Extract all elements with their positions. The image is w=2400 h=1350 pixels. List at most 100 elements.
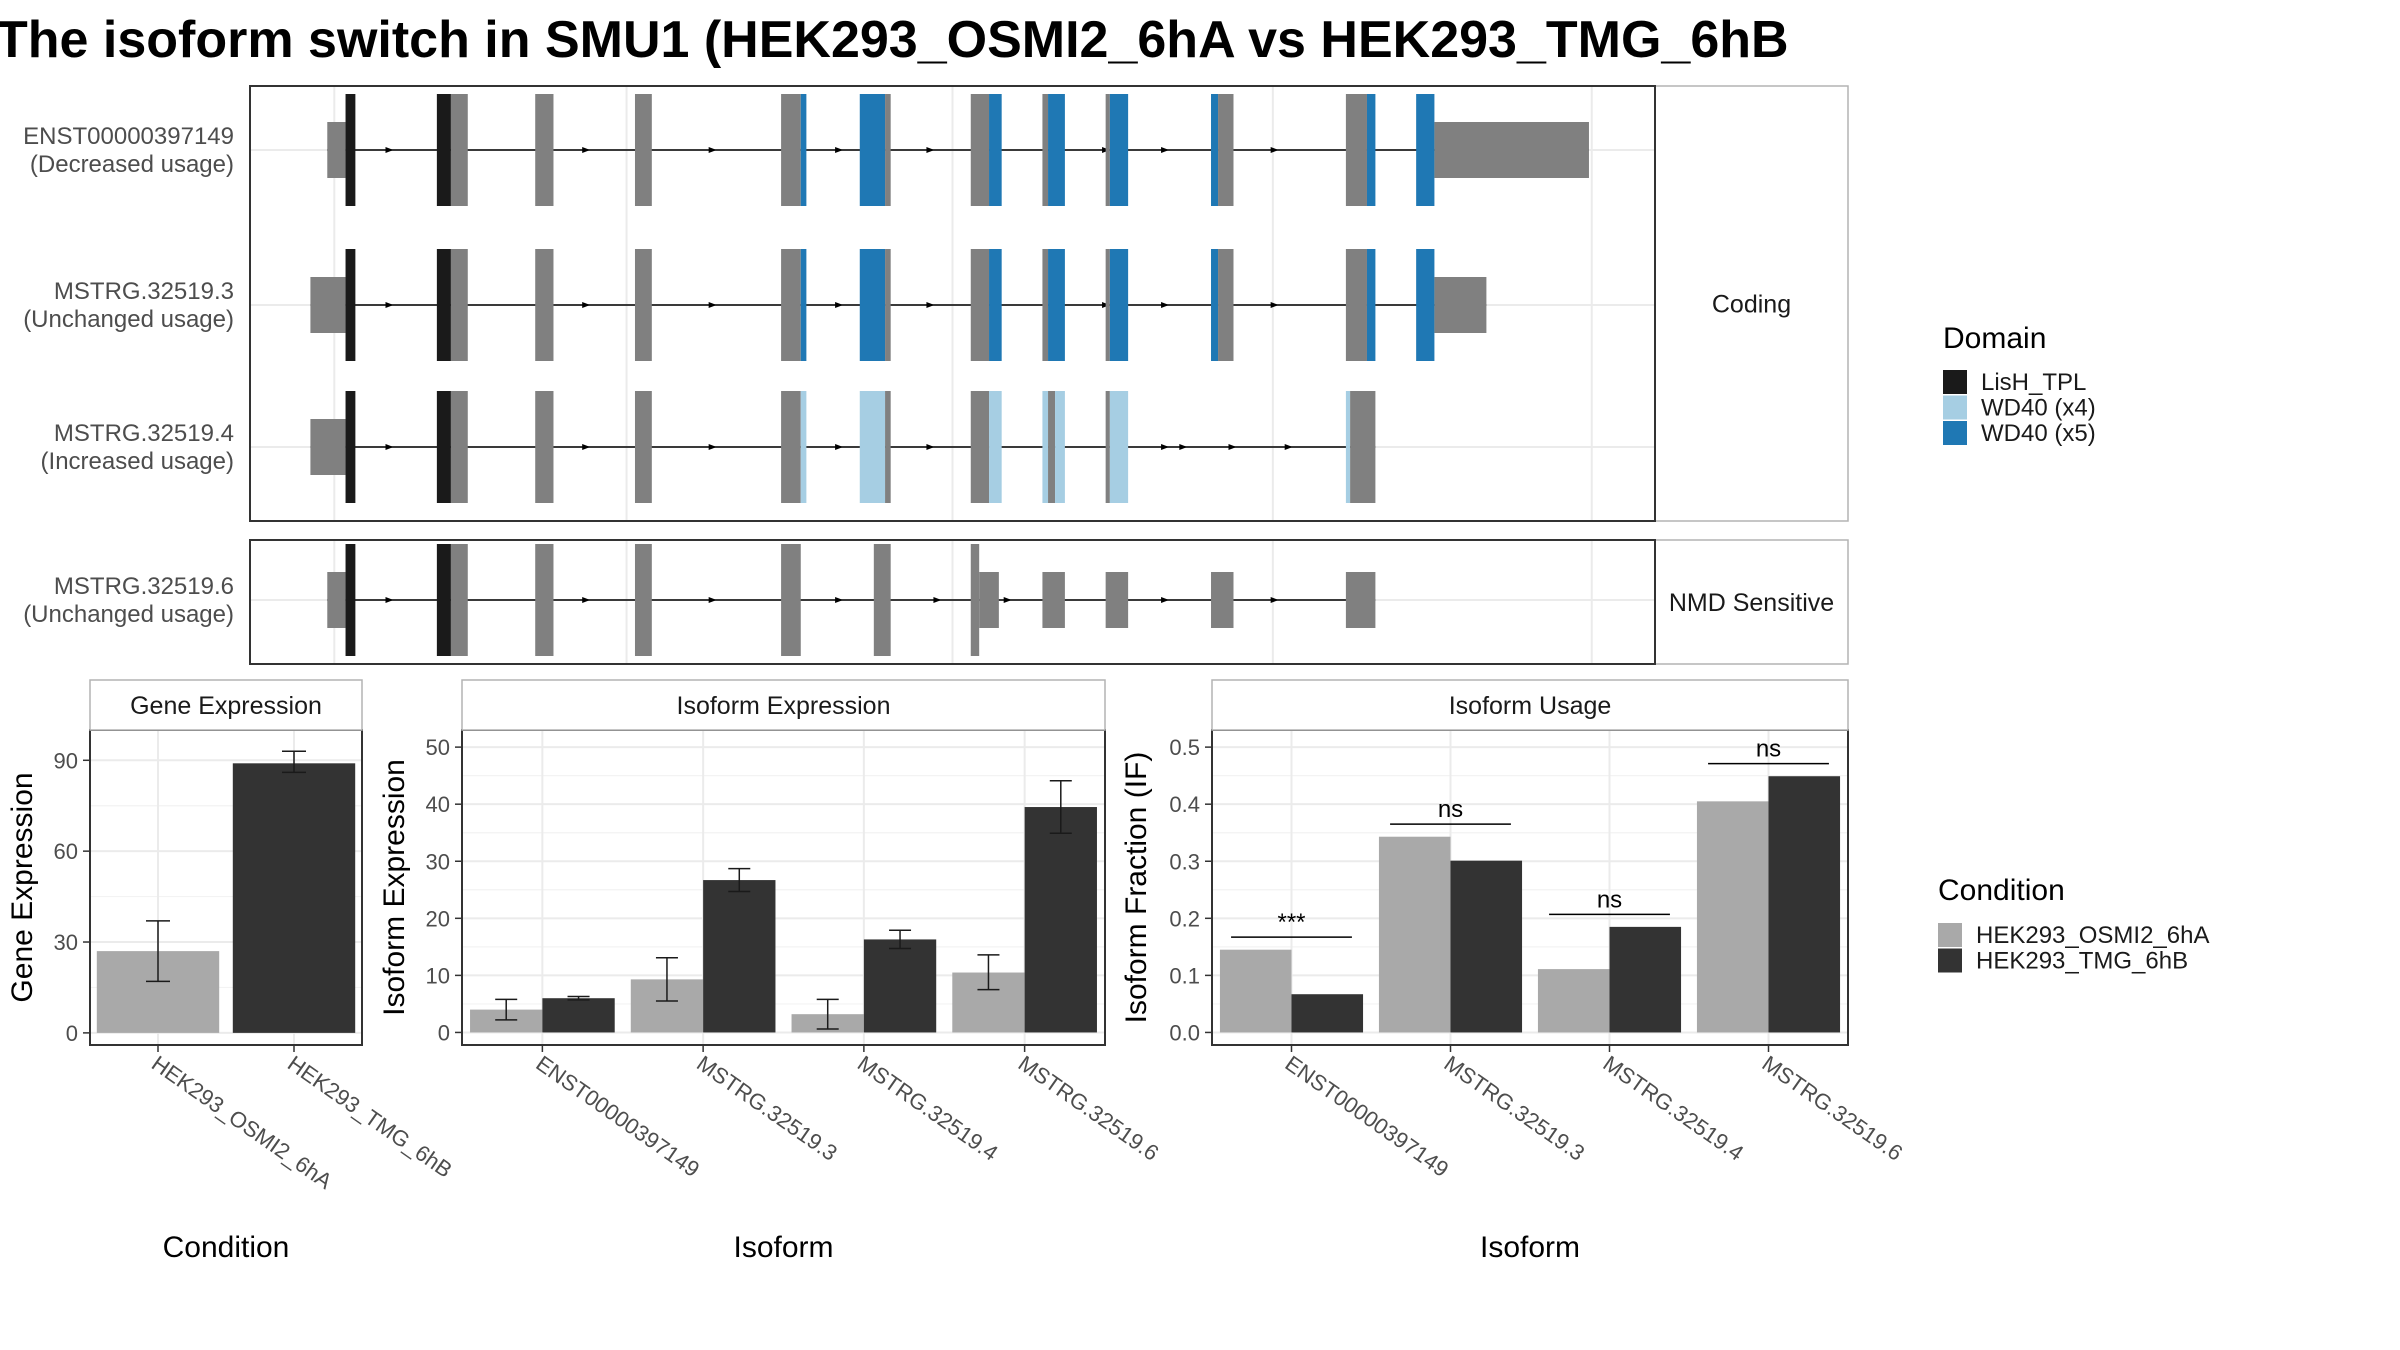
transcript-name: MSTRG.32519.3 xyxy=(54,278,234,305)
transcript-usage: (Unchanged usage) xyxy=(23,601,234,628)
domain-segment xyxy=(989,249,1002,361)
x-axis-title: Isoform xyxy=(733,1231,833,1264)
exon-block xyxy=(1211,572,1234,628)
bar xyxy=(1537,969,1610,1033)
transcript-name: MSTRG.32519.4 xyxy=(54,420,234,447)
domain-segment xyxy=(800,391,807,503)
strand-arrow xyxy=(835,597,844,603)
strand-arrow xyxy=(1161,597,1170,603)
domain-segment xyxy=(1211,249,1219,361)
exon-block xyxy=(634,544,652,656)
y-tick-label: 10 xyxy=(426,963,450,988)
bar xyxy=(1024,807,1097,1033)
legend-label: LisH_TPL xyxy=(1981,369,2086,396)
strand-arrow xyxy=(708,444,717,450)
transcript-usage: (Increased usage) xyxy=(41,448,234,475)
bar xyxy=(703,880,776,1033)
legend-label: HEK293_OSMI2_6hA xyxy=(1976,922,2209,949)
strand-arrow xyxy=(926,147,935,153)
bar xyxy=(1609,926,1682,1033)
strand-arrow xyxy=(708,597,717,603)
structure-facet-1: NMD Sensitive xyxy=(250,539,1849,665)
significance-label: ns xyxy=(1756,736,1781,763)
y-tick-label: 0.0 xyxy=(1169,1020,1200,1045)
strand-arrow xyxy=(582,147,591,153)
exon-block xyxy=(1042,94,1049,206)
exon-block xyxy=(436,544,451,656)
exon-block xyxy=(1345,94,1367,206)
bar xyxy=(1768,776,1841,1033)
bar xyxy=(863,939,937,1033)
strand-arrow xyxy=(1003,597,1012,603)
exon-block xyxy=(970,391,990,503)
bar xyxy=(1219,949,1292,1033)
bar xyxy=(1291,994,1364,1033)
exon-block xyxy=(345,249,356,361)
legend-key xyxy=(1938,948,1962,973)
y-tick-label: 40 xyxy=(426,792,450,817)
exon-block xyxy=(885,249,891,361)
y-tick-label: 0.5 xyxy=(1169,735,1200,760)
transcript-3: MSTRG.32519.6(Unchanged usage) xyxy=(23,544,1376,656)
legend-key xyxy=(1943,370,1967,394)
exon-block xyxy=(436,391,451,503)
domain-segment xyxy=(859,94,886,206)
exon-block xyxy=(327,572,346,628)
strand-arrow xyxy=(385,302,394,308)
legend-title: Domain xyxy=(1943,322,2046,355)
exon-block xyxy=(450,94,468,206)
exon-block xyxy=(1042,249,1049,361)
domain-segment xyxy=(1048,249,1065,361)
domain-segment xyxy=(1416,94,1435,206)
domain-segment xyxy=(1366,249,1376,361)
bar xyxy=(232,763,356,1033)
exon-block xyxy=(1218,249,1234,361)
exon-block xyxy=(1350,391,1376,503)
strand-arrow xyxy=(1161,147,1170,153)
exon-block xyxy=(535,94,554,206)
exon-block xyxy=(345,544,356,656)
exon-block xyxy=(436,94,451,206)
domain-segment xyxy=(800,249,807,361)
exon-block xyxy=(781,249,801,361)
exon-block xyxy=(1345,572,1376,628)
exon-block xyxy=(327,122,346,178)
exon-block xyxy=(885,391,891,503)
exon-block xyxy=(535,249,554,361)
y-tick-label: 0.2 xyxy=(1169,906,1200,931)
exon-block xyxy=(885,94,891,206)
domain-segment xyxy=(859,249,886,361)
strand-arrow xyxy=(1270,147,1279,153)
y-tick-label: 60 xyxy=(54,839,78,864)
y-tick-label: 0 xyxy=(66,1021,78,1046)
strand-arrow xyxy=(385,444,394,450)
domain-segment xyxy=(989,94,1002,206)
y-axis-title: Isoform Expression xyxy=(378,759,411,1016)
strand-arrow xyxy=(1284,444,1293,450)
strand-arrow xyxy=(1270,302,1279,308)
domain-segment xyxy=(800,94,807,206)
x-tick-label: MSTRG.32519.3 xyxy=(692,1051,842,1166)
bar xyxy=(470,1009,543,1033)
domain-segment xyxy=(1109,94,1129,206)
legend-key xyxy=(1938,923,1962,947)
legend-label: HEK293_TMG_6hB xyxy=(1976,948,2188,975)
exon-block xyxy=(1434,122,1589,178)
strand-arrow xyxy=(582,302,591,308)
significance-label: *** xyxy=(1277,909,1305,936)
strand-arrow xyxy=(1161,302,1170,308)
panel-strip xyxy=(89,679,363,731)
y-axis-title: Isoform Fraction (IF) xyxy=(1120,752,1153,1024)
exon-block xyxy=(535,544,554,656)
strand-arrow xyxy=(582,597,591,603)
strand-arrow xyxy=(926,302,935,308)
panel-strip-label: Gene Expression xyxy=(130,692,322,720)
bar-panel-1: 0 10 20 30 40 50 Isoform Expression ENST0000039… xyxy=(378,679,1163,1264)
legend-key xyxy=(1943,395,1967,420)
bar xyxy=(1696,801,1769,1033)
strand-arrow xyxy=(933,597,942,603)
x-tick-label: MSTRG.32519.3 xyxy=(1440,1051,1590,1166)
strand-arrow xyxy=(1228,444,1237,450)
